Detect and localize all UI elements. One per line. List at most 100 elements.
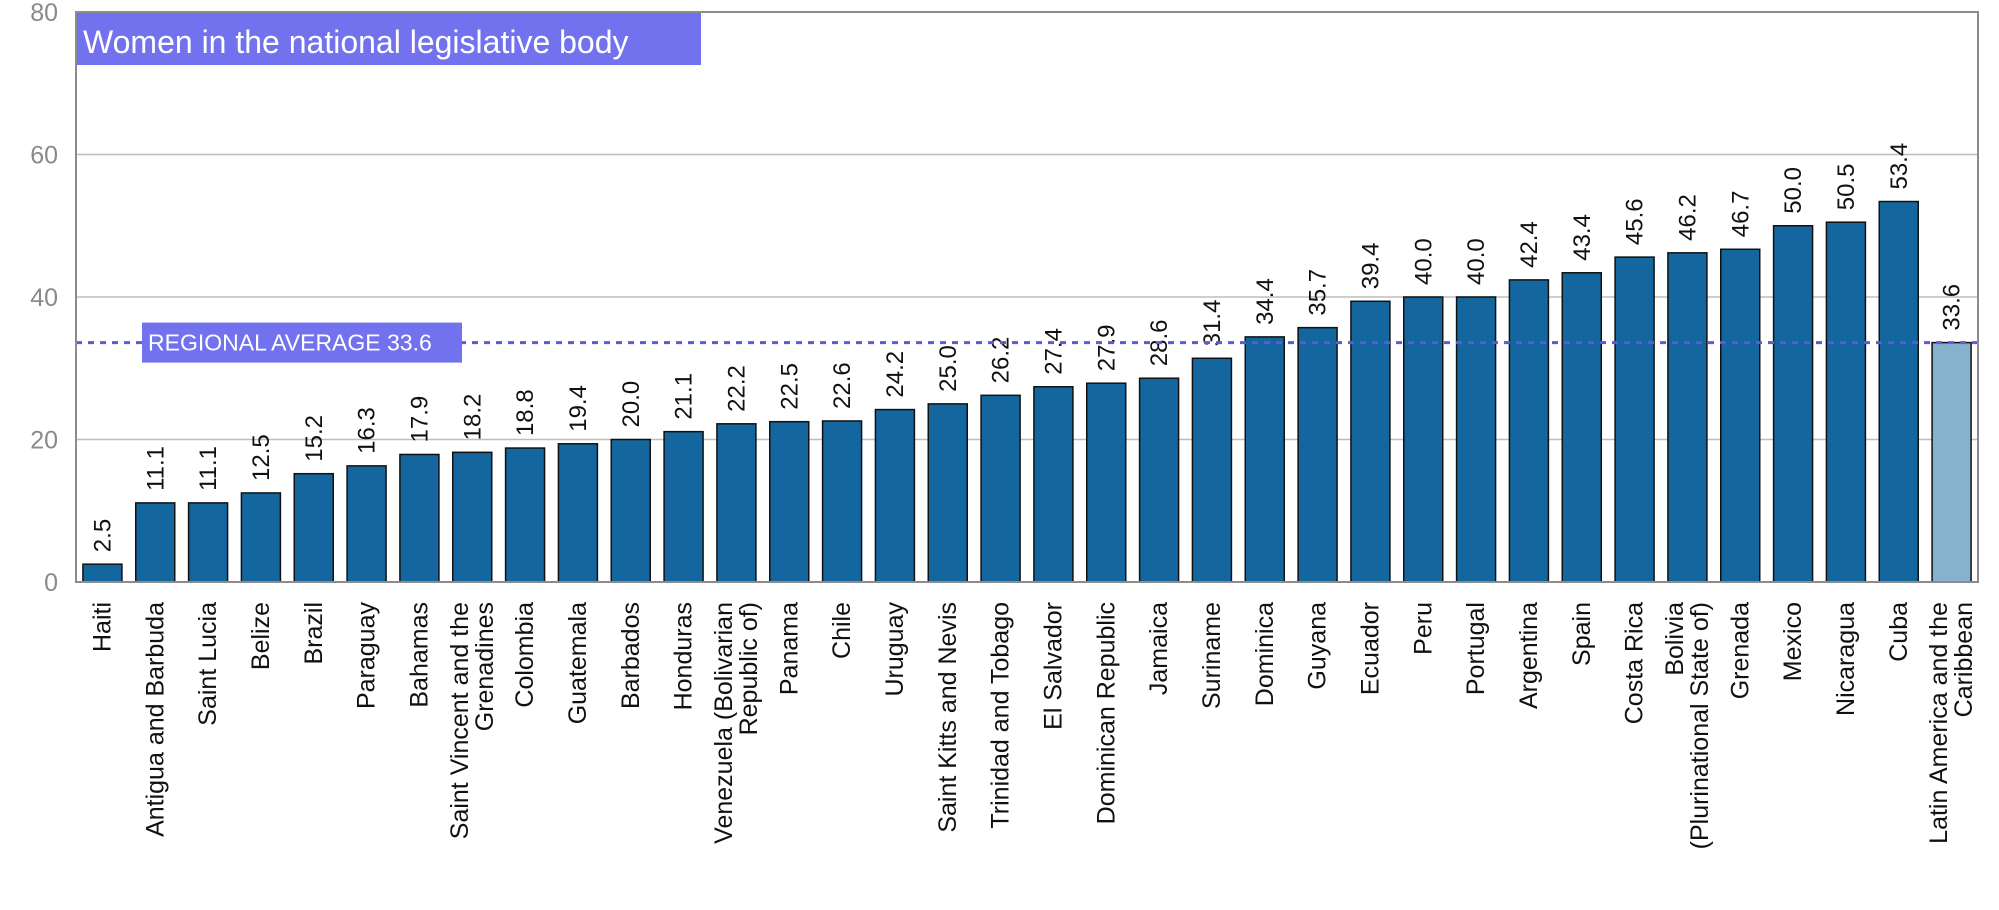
category-label: Panama	[775, 602, 803, 695]
bar-value-label: 16.3	[354, 407, 381, 454]
bar	[1086, 382, 1127, 583]
category-label-line: Latin America and the	[1925, 602, 1953, 844]
bar	[980, 394, 1021, 583]
bar	[187, 502, 229, 583]
category-label-line: El Salvador	[1039, 602, 1067, 730]
bar	[1772, 225, 1814, 583]
category-label-line: Portugal	[1462, 602, 1490, 695]
bar-value-label: 43.4	[1569, 214, 1596, 261]
chart-title-group: Women in the national legislative body	[77, 13, 701, 65]
category-label-line: Honduras	[670, 602, 698, 710]
bar	[1191, 357, 1233, 583]
category-label: Dominican Republic	[1092, 602, 1120, 824]
y-tick-label: 40	[30, 284, 58, 312]
category-label: Belize	[247, 602, 275, 670]
bar-value-label: 34.4	[1252, 278, 1279, 325]
bar	[1403, 296, 1444, 583]
bar-value-label: 33.6	[1939, 284, 1966, 331]
category-label-line: Guatemala	[564, 602, 592, 724]
category-label: Brazil	[300, 602, 328, 665]
category-label-line: Uruguay	[881, 602, 909, 697]
gridlines	[76, 153, 1978, 441]
bar	[1244, 336, 1285, 583]
bar-value-label: 50.0	[1780, 167, 1807, 214]
category-label: Nicaragua	[1832, 602, 1860, 716]
bar	[1297, 326, 1338, 583]
category-label-line: Costa Rica	[1621, 602, 1649, 724]
category-label-line: Suriname	[1198, 602, 1226, 709]
bar	[346, 465, 387, 583]
category-label-line: Jamaica	[1145, 602, 1173, 695]
category-label: Mexico	[1779, 602, 1807, 681]
category-label-line: Argentina	[1515, 602, 1543, 709]
category-label-line: Venezuela (Bolivarian	[710, 602, 738, 844]
bar-value-label: 50.5	[1833, 163, 1860, 210]
bar-value-label: 20.0	[618, 381, 645, 428]
bar	[1667, 252, 1708, 583]
y-tick-label: 20	[30, 427, 58, 455]
bar	[874, 408, 916, 583]
category-label-line: Spain	[1568, 602, 1596, 666]
bar-value-label: 35.7	[1305, 269, 1332, 316]
category-label: Ecuador	[1356, 602, 1384, 695]
category-label: Dominica	[1251, 602, 1279, 706]
category-label: Bahamas	[405, 602, 433, 708]
category-label-line: Barbados	[617, 602, 645, 709]
bar-value-label: 31.4	[1199, 300, 1226, 347]
bar	[821, 420, 863, 583]
bar-value-label: 40.0	[1463, 238, 1490, 285]
chart-title: Women in the national legislative body	[83, 24, 629, 60]
bar-value-label: 25.0	[935, 345, 962, 392]
category-label-line: Bahamas	[405, 602, 433, 708]
category-label: Saint Lucia	[194, 602, 222, 726]
category-label: Trinidad and Tobago	[987, 602, 1015, 829]
category-label: Paraguay	[353, 602, 381, 710]
bar	[1561, 272, 1602, 583]
category-label: Portugal	[1462, 602, 1490, 695]
category-label-line: Paraguay	[353, 602, 381, 710]
category-label-line: Ecuador	[1356, 602, 1384, 695]
category-label: Chile	[828, 602, 856, 659]
category-label-line: Dominican Republic	[1092, 602, 1120, 824]
bar	[927, 403, 968, 583]
category-label: Peru	[1409, 602, 1437, 655]
bar	[1350, 300, 1391, 583]
regional-average-label-background	[142, 322, 462, 363]
bar-value-label: 11.1	[195, 446, 222, 491]
y-tick-label: 0	[44, 569, 58, 597]
category-label-line: Dominica	[1251, 602, 1279, 706]
y-axis-ticks: 0 20 40 60 80	[30, 0, 58, 597]
category-label-line: Colombia	[511, 602, 539, 708]
category-label-line: Saint Lucia	[194, 602, 222, 726]
bar-regional-total	[1931, 341, 1972, 583]
bar	[1455, 296, 1497, 583]
bar	[1138, 377, 1180, 583]
bar-value-label: 46.2	[1674, 194, 1701, 241]
bar-value-label: 26.2	[988, 337, 1015, 384]
bar-value-label: 19.4	[565, 385, 592, 432]
category-label-line: Chile	[828, 602, 856, 659]
bar	[135, 502, 176, 583]
category-label-line: Mexico	[1779, 602, 1807, 681]
category-label: Guatemala	[564, 602, 592, 724]
bar-value-label: 53.4	[1886, 143, 1913, 190]
bar	[610, 438, 651, 583]
bar	[769, 420, 810, 583]
category-label: Saint Kitts and Nevis	[934, 602, 962, 833]
bar	[452, 451, 493, 583]
bar	[557, 443, 599, 583]
category-label-line: Republic of)	[735, 602, 763, 735]
bar	[82, 563, 123, 583]
regional-average: REGIONAL AVERAGE 33.6	[76, 322, 1978, 363]
bar-value-label: 27.9	[1093, 324, 1120, 371]
category-label: Grenada	[1726, 602, 1754, 699]
category-label-line: Brazil	[300, 602, 328, 665]
bar	[1033, 386, 1074, 583]
bar	[504, 447, 546, 583]
category-label-line: Belize	[247, 602, 275, 670]
category-label-line: Caribbean	[1950, 602, 1978, 717]
bar-value-label: 17.9	[406, 396, 433, 443]
bar-value-label: 2.5	[89, 519, 116, 552]
